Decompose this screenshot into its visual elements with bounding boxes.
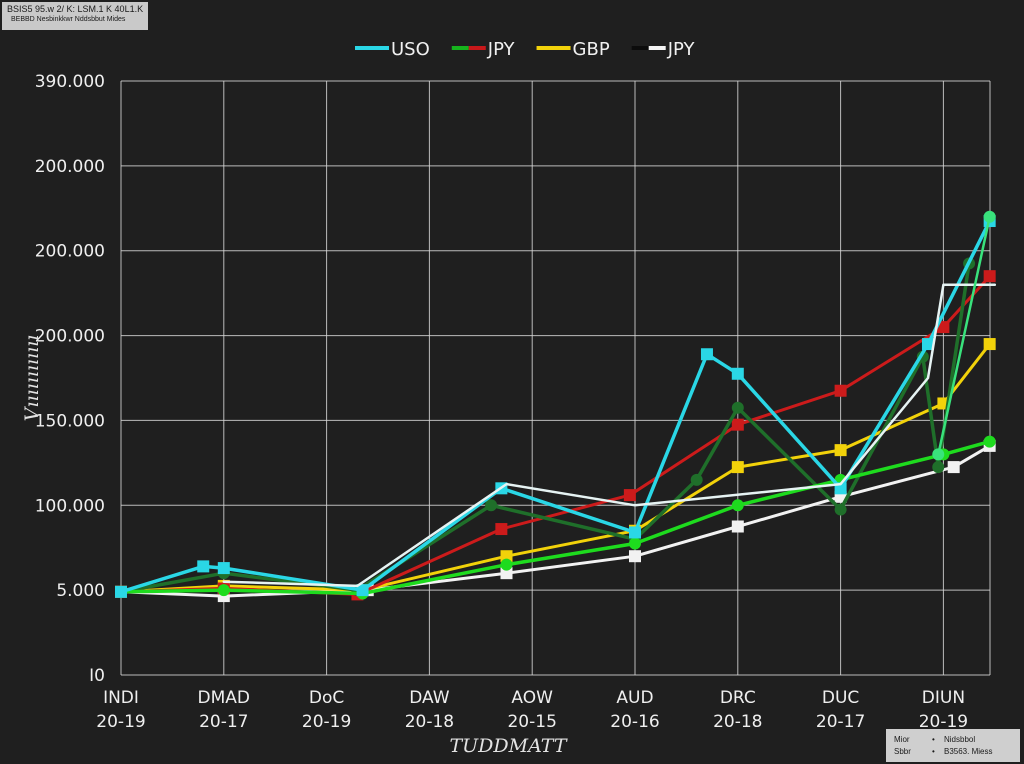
- y-tick-label: I0: [89, 666, 105, 686]
- data-point: [197, 560, 210, 573]
- x-tick-label: INDI: [103, 688, 139, 708]
- source-box: Mior • Nidsbbol Sbbr • B3563. Miess: [886, 729, 1020, 762]
- data-point: [932, 448, 945, 461]
- header-stamp: BSIS5 95.w 2/ K: LSM.1 K 40L1.K BEBBD Ne…: [2, 2, 148, 30]
- legend-label: JPY: [667, 39, 696, 60]
- legend: USO JPY GBP JPY: [355, 39, 695, 60]
- data-point: [623, 489, 636, 502]
- header-stamp-line2: BEBBD Nesbinkkwr Nddsbbut Mides: [11, 16, 126, 23]
- data-point: [700, 348, 713, 361]
- source-value: B3563. Miess: [944, 747, 993, 756]
- source-dot: •: [932, 735, 935, 744]
- legend-label: USO: [391, 39, 430, 60]
- data-point: [217, 584, 230, 597]
- data-point: [937, 321, 950, 334]
- data-point: [983, 435, 996, 448]
- source-row: Mior • Nidsbbol: [894, 734, 1012, 746]
- x-tick-label: DIUN: [922, 688, 965, 708]
- y-tick-label: 5.000: [56, 581, 105, 601]
- data-point: [921, 338, 934, 351]
- series-uso-light: [222, 283, 997, 588]
- series-line: [119, 342, 992, 594]
- x-tick-label: DAW: [409, 688, 449, 708]
- data-point: [983, 270, 996, 283]
- data-point: [834, 503, 847, 516]
- source-key: Mior: [894, 735, 910, 744]
- data-point: [834, 384, 847, 397]
- y-tick-label: 200.000: [35, 327, 105, 347]
- source-value: Nidsbbol: [944, 735, 976, 744]
- x-tick-label: AOW: [511, 688, 553, 708]
- data-point: [731, 461, 744, 474]
- y-tick-label: 390.000: [35, 72, 105, 92]
- source-key: Sbbr: [894, 747, 911, 756]
- y-tick-label: 200.000: [35, 242, 105, 262]
- data-point: [834, 444, 847, 457]
- series-jpy-darkgreen: [115, 257, 976, 598]
- y-tick-label: 150.000: [35, 411, 105, 431]
- x-tick-label: DRC: [720, 688, 756, 708]
- data-point: [731, 520, 744, 533]
- y-tick-label: 200.000: [35, 157, 105, 177]
- data-point: [932, 461, 945, 474]
- x-tick-label: AUD: [616, 688, 653, 708]
- x-tick-label: 20-19: [919, 712, 968, 732]
- data-point: [217, 562, 230, 575]
- data-point: [731, 367, 744, 380]
- data-point: [629, 537, 641, 550]
- legend-label: JPY: [487, 39, 516, 60]
- data-point: [500, 567, 513, 580]
- data-point: [629, 550, 641, 563]
- source-row: Sbbr • B3563. Miess: [894, 746, 1012, 758]
- data-point: [356, 584, 369, 597]
- data-point: [690, 473, 703, 486]
- data-point: [731, 401, 744, 414]
- data-point: [983, 210, 996, 223]
- x-tick-label: 20-15: [507, 712, 556, 732]
- data-point: [500, 550, 513, 563]
- data-point: [731, 418, 744, 431]
- series-line: [119, 219, 992, 594]
- x-tick-label: 20-18: [713, 712, 762, 732]
- series-uso: [115, 215, 996, 598]
- data-point: [731, 499, 744, 512]
- source-dot: •: [932, 747, 935, 756]
- x-tick-label: 20-19: [96, 712, 145, 732]
- y-tick-label: 100.000: [35, 496, 105, 516]
- data-point: [115, 585, 127, 598]
- data-point: [485, 499, 498, 512]
- data-point: [495, 523, 508, 536]
- series-jpy-red: [115, 270, 996, 601]
- series-line: [119, 261, 971, 594]
- series-line: [222, 283, 997, 588]
- x-tick-label: 20-18: [405, 712, 454, 732]
- x-tick-label: DUC: [822, 688, 859, 708]
- series-line: [937, 215, 991, 456]
- data-point: [947, 461, 960, 474]
- y-axis-title: Vıııııııııııı: [21, 335, 43, 422]
- x-tick-label: DoC: [309, 688, 344, 708]
- x-tick-label: 20-17: [199, 712, 248, 732]
- header-stamp-line1: BSIS5 95.w 2/ K: LSM.1 K 40L1.K: [7, 4, 144, 14]
- x-tick-label: DMAD: [198, 688, 250, 708]
- x-tick-label: 20-16: [610, 712, 659, 732]
- x-tick-label: 20-19: [302, 712, 351, 732]
- x-axis-title: TUDDMATT: [450, 735, 568, 757]
- data-point: [629, 526, 641, 539]
- series-green-spike: [932, 210, 996, 461]
- data-point: [983, 338, 996, 351]
- x-tick-label: 20-17: [816, 712, 865, 732]
- legend-label: GBP: [573, 39, 610, 60]
- data-point: [500, 558, 513, 571]
